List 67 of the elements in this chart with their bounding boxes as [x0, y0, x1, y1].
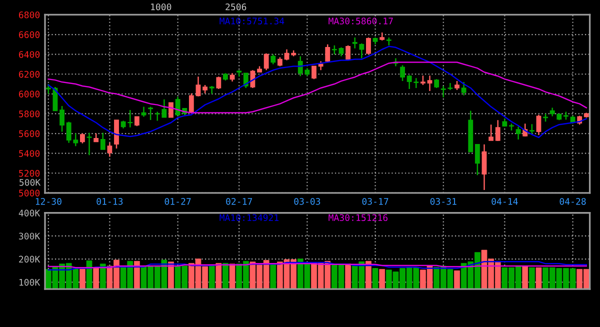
y-tick-label: 5200: [19, 170, 40, 177]
candlestick: [516, 126, 521, 140]
y-tick-label: 6000: [18, 90, 40, 98]
candlestick: [243, 72, 248, 89]
candlestick: [400, 64, 405, 82]
y-tick-label: 6400: [18, 51, 40, 58]
candlestick: [86, 132, 92, 156]
y-tick-label: 5600: [19, 130, 40, 138]
candlestick: [427, 74, 432, 92]
candlestick: [250, 70, 256, 89]
candlestick: [148, 106, 154, 121]
text: MA10:5751.34: [220, 18, 284, 24]
y-tick-label: 400K: [18, 210, 40, 216]
candlestick: [107, 142, 112, 158]
candlestick: [346, 44, 351, 60]
candlestick: [482, 144, 487, 191]
candlestick: [352, 36, 358, 50]
x-tick-label: 03-03: [294, 198, 320, 205]
y-tick-label: 5400: [19, 150, 40, 157]
candlestick: [270, 54, 276, 65]
candlestick: [196, 76, 201, 98]
text: 500K: [20, 178, 41, 186]
candlestick: [100, 132, 106, 150]
y-tick-label: 6800: [18, 11, 40, 18]
candlestick: [80, 132, 85, 144]
candlestick: [264, 52, 269, 71]
y-tick-label: 100K: [19, 278, 40, 286]
line-series: [48, 260, 588, 271]
x-tick-label: 12-30: [36, 198, 62, 205]
chart-subtitle: 2506: [226, 3, 246, 10]
x-tick-label: 01-27: [164, 198, 191, 205]
candlestick: [141, 106, 146, 118]
x-tick-label: 04-28: [560, 198, 586, 205]
candlestick: [312, 66, 316, 80]
candlestick: [60, 105, 64, 132]
x-tick-label: 01-13: [96, 198, 123, 205]
y-tick-label: 300K: [19, 232, 40, 240]
candlestick: [366, 36, 371, 55]
text: MA30:5860.17: [328, 18, 393, 24]
x-tick-label: 04-14: [492, 198, 518, 205]
x-tick-label: 03-31: [430, 198, 456, 205]
candlestick: [325, 44, 330, 63]
y-tick-label: 6200: [18, 70, 40, 78]
line-series: [48, 46, 588, 138]
candlestick: [420, 74, 426, 86]
candlestick: [529, 123, 534, 134]
candlestick: [134, 116, 140, 127]
y-tick-label: 5800: [19, 110, 40, 118]
candlestick: [188, 92, 194, 114]
candlestick: [536, 114, 542, 136]
y-tick-label: 200K: [19, 256, 40, 263]
x-tick-label: 03-17: [362, 198, 388, 205]
y-tick-label: 5000: [19, 190, 40, 197]
candlestick: [46, 83, 51, 95]
candlestick: [168, 102, 174, 118]
candlestick: [495, 120, 500, 142]
text: MA10:134921: [220, 214, 279, 222]
candlestick: [216, 76, 222, 90]
candlestick: [461, 81, 466, 96]
candlestick: [359, 42, 364, 59]
y-tick-label: 6600: [18, 31, 40, 38]
candlestick: [474, 144, 480, 176]
chart-title: 1000: [151, 3, 172, 10]
text: MA30:151216: [328, 214, 388, 222]
candlestick: [488, 124, 494, 142]
x-tick-label: 02-17: [226, 198, 252, 205]
candlestick: [209, 85, 214, 95]
